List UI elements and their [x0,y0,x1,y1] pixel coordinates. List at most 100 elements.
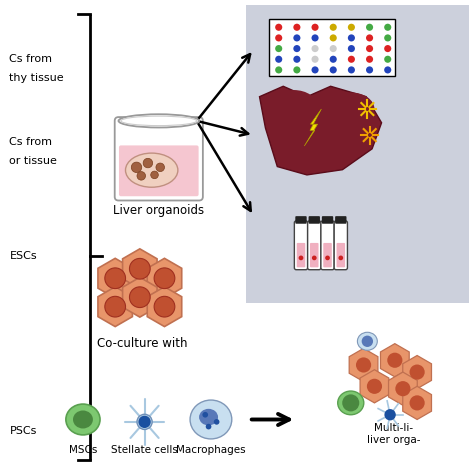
Circle shape [311,35,319,42]
Circle shape [293,35,301,42]
Circle shape [366,45,373,52]
Ellipse shape [190,400,232,439]
Polygon shape [381,344,409,377]
Circle shape [338,255,343,260]
Circle shape [362,336,373,347]
Polygon shape [98,258,132,298]
Circle shape [311,45,319,52]
Circle shape [348,24,355,31]
Circle shape [293,24,301,31]
Circle shape [206,424,211,429]
Circle shape [342,394,359,411]
Circle shape [275,45,282,52]
Circle shape [366,56,373,63]
Circle shape [275,56,282,63]
Circle shape [275,24,282,31]
Circle shape [105,296,126,317]
Text: MSCs: MSCs [69,445,97,456]
Circle shape [129,287,150,308]
Ellipse shape [327,92,374,126]
Circle shape [311,24,319,31]
Text: ESCs: ESCs [9,251,37,261]
FancyBboxPatch shape [246,5,469,303]
Ellipse shape [270,90,318,123]
Circle shape [366,24,373,31]
Circle shape [367,379,382,394]
FancyBboxPatch shape [269,19,395,76]
FancyBboxPatch shape [323,243,332,267]
Circle shape [329,35,337,42]
Circle shape [151,171,158,179]
Circle shape [312,255,317,260]
Circle shape [384,409,396,420]
Ellipse shape [199,409,218,426]
Text: Cs from: Cs from [9,54,53,64]
Text: PSCs: PSCs [9,426,37,437]
Ellipse shape [357,332,377,350]
FancyBboxPatch shape [321,221,334,270]
Polygon shape [389,372,417,405]
Circle shape [154,296,175,317]
Circle shape [143,158,153,168]
Circle shape [384,66,391,73]
Circle shape [154,268,175,289]
Circle shape [329,66,337,73]
Circle shape [275,66,282,73]
FancyBboxPatch shape [119,146,199,196]
Circle shape [329,24,337,31]
Polygon shape [349,348,378,382]
Circle shape [293,56,301,63]
Text: Multi-li-
liver orga-: Multi-li- liver orga- [367,422,420,445]
Circle shape [105,268,126,289]
FancyBboxPatch shape [337,243,345,267]
Circle shape [384,45,391,52]
FancyBboxPatch shape [297,243,305,267]
Circle shape [131,162,142,173]
Circle shape [356,357,371,373]
Circle shape [138,416,151,428]
Circle shape [214,419,219,425]
Circle shape [325,255,330,260]
Circle shape [410,365,425,380]
Text: Macrophages: Macrophages [176,445,246,456]
Polygon shape [360,370,389,403]
Circle shape [348,45,355,52]
Circle shape [387,353,402,368]
Text: Stellate cells: Stellate cells [111,445,178,456]
Ellipse shape [118,114,199,128]
Circle shape [137,172,146,180]
Polygon shape [147,258,182,298]
Circle shape [329,56,337,63]
Circle shape [410,395,425,410]
Ellipse shape [137,414,152,429]
Circle shape [275,35,282,42]
Polygon shape [260,86,382,175]
Text: Co-culture with: Co-culture with [97,337,187,350]
Circle shape [395,381,410,396]
FancyBboxPatch shape [322,216,333,224]
Circle shape [348,66,355,73]
Polygon shape [123,249,157,289]
Circle shape [129,258,150,279]
Circle shape [348,35,355,42]
Text: or tissue: or tissue [9,156,57,166]
Polygon shape [123,277,157,317]
Polygon shape [147,287,182,327]
Circle shape [329,45,337,52]
Circle shape [366,35,373,42]
Text: thy tissue: thy tissue [9,73,64,83]
Polygon shape [304,109,321,146]
Circle shape [384,24,391,31]
FancyBboxPatch shape [334,221,347,270]
Circle shape [384,35,391,42]
Text: Cs from: Cs from [9,137,53,147]
Ellipse shape [73,410,93,428]
FancyBboxPatch shape [294,221,308,270]
Circle shape [293,45,301,52]
Circle shape [202,412,208,418]
Ellipse shape [66,404,100,435]
FancyBboxPatch shape [309,216,320,224]
Polygon shape [403,386,431,419]
Ellipse shape [337,391,364,415]
Circle shape [293,66,301,73]
